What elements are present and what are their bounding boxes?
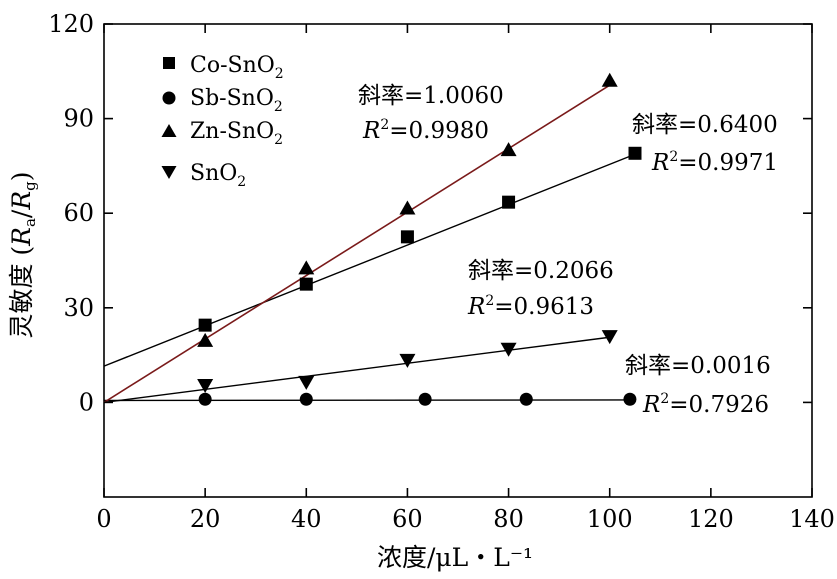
r2-label-sno2: R2=0.9613 <box>467 293 594 320</box>
plot-border <box>103 23 813 498</box>
x-tick-label: 100 <box>587 505 633 533</box>
annotation-co-sno2: 斜率=0.6400 R2=0.9971 <box>632 112 778 176</box>
marker-triangle-down <box>500 342 517 357</box>
marker-circle <box>623 392 637 406</box>
annotation-sno2: 斜率=0.2066 R2=0.9613 <box>467 258 614 320</box>
fit-lines <box>103 84 636 404</box>
legend: Co-SnO2 Sb-SnO2 Zn-SnO2 SnO2 <box>161 53 284 190</box>
annotation-zn-sno2: 斜率=1.0060 R2=0.9980 <box>358 83 504 144</box>
r2-label-zn-sno2: R2=0.9980 <box>362 117 489 144</box>
y-tick-label: 90 <box>63 105 94 133</box>
x-tick-label: 20 <box>190 505 221 533</box>
y-tick-label: 30 <box>63 294 94 322</box>
legend-label-sb-sno2: Sb-SnO2 <box>190 86 283 115</box>
legend-label-co-sno2: Co-SnO2 <box>190 53 284 82</box>
legend-label-zn-sno2: Zn-SnO2 <box>190 119 283 148</box>
x-tick-label: 40 <box>291 505 322 533</box>
marker-triangle-down <box>298 375 315 390</box>
y-tick-label: 60 <box>63 199 94 227</box>
marker-square <box>400 230 414 244</box>
annotation-sb-sno2: 斜率=0.0016 R2=0.7926 <box>625 353 771 418</box>
marker-circle <box>519 392 533 406</box>
x-tick-label: 0 <box>96 505 111 533</box>
x-axis-title: 浓度/μL・L⁻¹ <box>377 543 533 572</box>
legend-item-zn-sno2: Zn-SnO2 <box>161 119 283 148</box>
marker-circle <box>299 392 313 406</box>
marker-triangle-up <box>500 142 517 157</box>
plot-frame <box>103 23 813 498</box>
fit-line-sno2 <box>103 336 610 404</box>
legend-circle-marker <box>162 91 176 105</box>
marker-square <box>299 277 313 291</box>
fit-line-sb-sno2 <box>103 399 630 402</box>
marker-triangle-up <box>298 260 315 275</box>
y-tick-label: 120 <box>48 10 94 38</box>
legend-triangle-up-marker <box>161 124 177 137</box>
marker-triangle-down <box>399 353 416 368</box>
marker-circle <box>198 392 212 406</box>
marker-square <box>198 318 212 332</box>
legend-item-sno2: SnO2 <box>161 161 246 190</box>
r2-label-co-sno2: R2=0.9971 <box>651 149 778 176</box>
y-tick-label: 0 <box>79 388 94 416</box>
slope-label-co-sno2: 斜率=0.6400 <box>632 112 778 138</box>
marker-circle <box>418 392 432 406</box>
legend-label-sno2: SnO2 <box>190 161 246 190</box>
x-tick-label: 120 <box>688 505 734 533</box>
x-tick-label: 140 <box>789 505 835 533</box>
fit-line-zn-sno2 <box>103 84 611 404</box>
legend-square-marker <box>163 57 175 69</box>
data-markers <box>197 72 642 406</box>
legend-triangle-down-marker <box>161 166 177 179</box>
fit-line-co-sno2 <box>103 153 636 367</box>
x-tick-label: 60 <box>392 505 423 533</box>
y-axis-title: 灵敏度 (Ra/Rg) <box>7 171 39 338</box>
legend-item-co-sno2: Co-SnO2 <box>163 53 284 82</box>
slope-label-zn-sno2: 斜率=1.0060 <box>358 83 504 109</box>
r2-label-sb-sno2: R2=0.7926 <box>642 391 769 418</box>
slope-label-sb-sno2: 斜率=0.0016 <box>625 353 771 379</box>
marker-square <box>628 146 642 160</box>
marker-triangle-up <box>197 332 214 347</box>
marker-triangle-down <box>601 330 618 345</box>
marker-triangle-up <box>399 200 416 215</box>
slope-label-sno2: 斜率=0.2066 <box>468 258 614 284</box>
axis-ticks: 0 20 40 60 80 100 120 140 0 30 60 90 120 <box>48 10 835 533</box>
marker-triangle-down <box>197 379 214 394</box>
marker-triangle-up <box>601 72 618 87</box>
marker-square <box>502 195 516 209</box>
legend-item-sb-sno2: Sb-SnO2 <box>162 86 283 115</box>
x-tick-label: 80 <box>493 505 524 533</box>
